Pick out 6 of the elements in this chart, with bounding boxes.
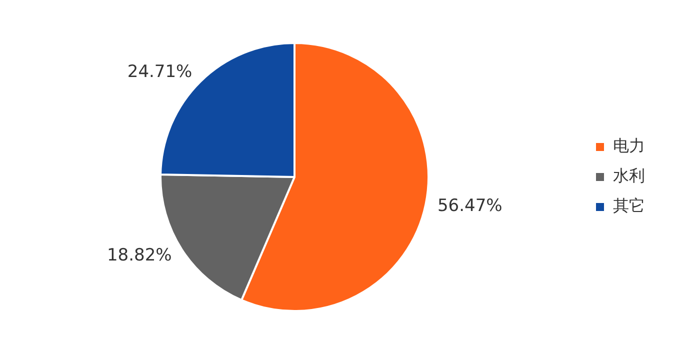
legend-label: 水利: [613, 166, 645, 186]
legend-label: 其它: [613, 196, 645, 216]
data-label: 56.47%: [437, 196, 502, 216]
data-label: 18.82%: [106, 246, 172, 266]
data-label: 24.71%: [127, 62, 192, 82]
legend-label: 电力: [613, 136, 645, 156]
